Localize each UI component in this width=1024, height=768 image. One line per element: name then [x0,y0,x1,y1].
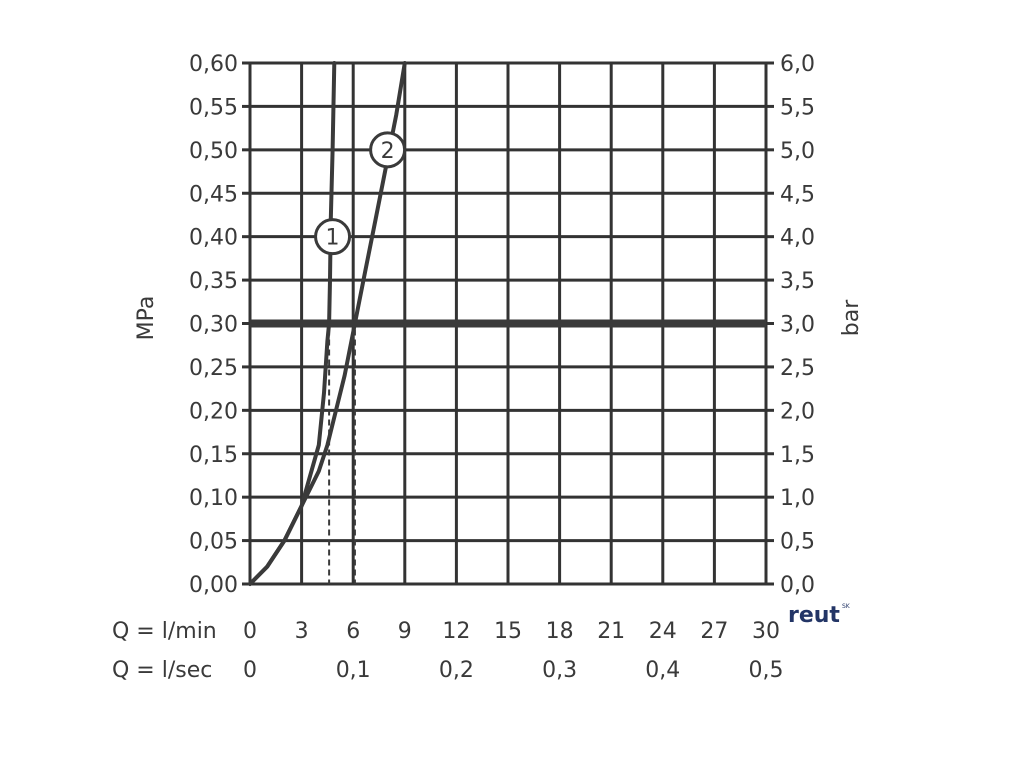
x-row1-title: Q = l/min [112,619,217,644]
curve-2 [248,61,407,586]
y-tick-label-left: 0,05 [189,530,238,555]
y-tick-label-left: 0,55 [189,95,238,120]
x-tick-label-lsec: 0,1 [336,658,371,683]
y-tick-label-right: 3,0 [780,313,815,338]
y-tick-label-left: 0,40 [189,226,238,251]
y-tick-label-left: 0,60 [189,52,238,77]
left-axis-title: MPa [134,296,159,341]
y-tick-label-right: 0,0 [780,573,815,598]
curve-marker-label-2: 2 [381,139,395,164]
y-tick-label-right: 2,5 [780,356,815,381]
y-tick-label-right: 4,0 [780,226,815,251]
x-tick-label-lsec: 0,4 [645,658,680,683]
y-tick-label-right: 1,5 [780,443,815,468]
y-tick-label-left: 0,25 [189,356,238,381]
y-tick-label-right: 6,0 [780,52,815,77]
x-tick-label-lmin: 27 [700,619,728,644]
y-tick-label-left: 0,20 [189,399,238,424]
x-row2-title: Q = l/sec [112,658,212,683]
x-tick-label-lmin: 30 [752,619,780,644]
y-tick-label-left: 0,35 [189,269,238,294]
drop-lines [328,329,356,584]
x-tick-label-lmin: 9 [398,619,412,644]
y-tick-label-left: 0,00 [189,573,238,598]
y-tick-label-right: 5,0 [780,139,815,164]
y-tick-label-right: 0,5 [780,530,815,555]
x-tick-label-lmin: 0 [243,619,257,644]
y-tick-label-left: 0,30 [189,313,238,338]
y-tick-label-right: 3,5 [780,269,815,294]
x-tick-label-lsec: 0 [243,658,257,683]
x-tick-label-lmin: 18 [546,619,574,644]
tick-labels: 0,000,050,100,150,200,250,300,350,400,45… [189,52,815,683]
brand-logo-sup: SK [842,603,851,610]
y-tick-label-left: 0,15 [189,443,238,468]
brand-logo: reut [788,603,840,628]
x-tick-label-lmin: 12 [442,619,470,644]
y-tick-label-left: 0,50 [189,139,238,164]
curve-marker-circle-2 [369,131,407,169]
curve-marker-label-1: 1 [326,226,340,251]
x-tick-label-lsec: 0,3 [542,658,577,683]
y-tick-label-left: 0,10 [189,486,238,511]
x-tick-label-lmin: 3 [295,619,309,644]
x-tick-label-lsec: 0,2 [439,658,474,683]
right-axis-title: bar [839,299,864,336]
curves: 12 [248,61,407,586]
x-tick-label-lsec: 0,5 [749,658,784,683]
y-tick-label-right: 2,0 [780,399,815,424]
curve-marker-circle-1 [314,218,352,256]
y-tick-label-right: 1,0 [780,486,815,511]
y-tick-label-left: 0,45 [189,182,238,207]
x-tick-label-lmin: 15 [494,619,522,644]
x-tick-label-lmin: 21 [597,619,625,644]
y-tick-label-right: 4,5 [780,182,815,207]
x-tick-label-lmin: 6 [346,619,360,644]
y-tick-label-right: 5,5 [780,95,815,120]
x-tick-label-lmin: 24 [649,619,677,644]
